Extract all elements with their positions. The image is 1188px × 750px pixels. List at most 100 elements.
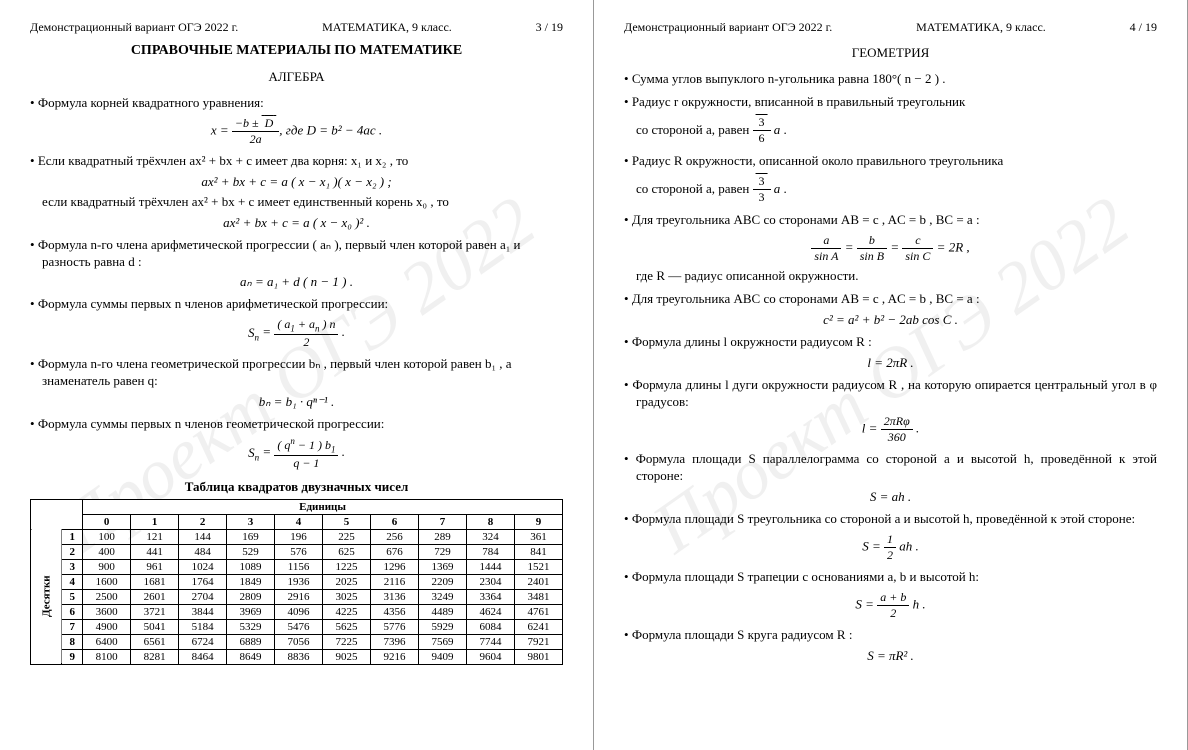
table-row: Десятки1100121144169196225256289324361 (31, 529, 563, 544)
table-cell: 961 (131, 559, 179, 574)
table-cell: 2025 (323, 574, 371, 589)
table-cell: 7744 (466, 634, 514, 649)
row-header: 3 (62, 559, 83, 574)
bullet-law-sines: Для треугольника ABC со сторонами AB = c… (636, 212, 1157, 229)
table-cell: 2401 (514, 574, 562, 589)
tens-header: Десятки (31, 529, 62, 664)
bullet-inradius: Радиус r окружности, вписанной в правиль… (636, 94, 1157, 111)
formula-area-parallelogram: S = ah . (624, 489, 1157, 505)
formula-quadratic: x = −b ± D 2a, где D = b² − 4ac . (30, 116, 563, 147)
formula-area-triangle: S = 12 ah . (624, 532, 1157, 563)
col-header: 6 (371, 514, 419, 529)
page-header: Демонстрационный вариант ОГЭ 2022 г. МАТ… (30, 20, 563, 35)
bullet-area-trapezoid: Формула площади S трапеции с основаниями… (636, 569, 1157, 586)
table-cell: 2809 (227, 589, 275, 604)
table-cell: 256 (371, 529, 419, 544)
row-header: 2 (62, 544, 83, 559)
table-cell: 1600 (83, 574, 131, 589)
bullet-geom-sum: Формула суммы первых n членов геометриче… (42, 416, 563, 433)
table-cell: 4225 (323, 604, 371, 619)
table-cell: 2500 (83, 589, 131, 604)
table-row: 390096110241089115612251296136914441521 (31, 559, 563, 574)
formula-arc-length: l = 2πRφ360 . (624, 414, 1157, 445)
table-row: 6360037213844396940964225435644894624476… (31, 604, 563, 619)
table-row: 5250026012704280929163025313632493364348… (31, 589, 563, 604)
table-cell: 6400 (83, 634, 131, 649)
inradius-line2: со стороной a, равен 3 6 a . (636, 115, 1157, 147)
header-center: МАТЕМАТИКА, 9 класс. (322, 20, 452, 35)
table-cell: 1369 (419, 559, 467, 574)
table-cell: 7921 (514, 634, 562, 649)
table-cell: 9216 (371, 649, 419, 664)
bullet-quadratic-roots: Формула корней квадратного уравнения: (42, 95, 563, 112)
table-cell: 2116 (371, 574, 419, 589)
table-cell: 900 (83, 559, 131, 574)
table-cell: 4761 (514, 604, 562, 619)
table-cell: 9409 (419, 649, 467, 664)
formula-arith-sum: Sn = ( a1 + an ) n2 . (30, 317, 563, 349)
table-cell: 2916 (275, 589, 323, 604)
col-header: 9 (514, 514, 562, 529)
table-cell: 100 (83, 529, 131, 544)
table-row: 7490050415184532954765625577659296084624… (31, 619, 563, 634)
header-center: МАТЕМАТИКА, 9 класс. (916, 20, 1046, 35)
page-header: Демонстрационный вариант ОГЭ 2022 г. МАТ… (624, 20, 1157, 35)
table-cell: 7225 (323, 634, 371, 649)
table-cell: 784 (466, 544, 514, 559)
formula-arith-nth: aₙ = a₁ + d ( n − 1 ) . (30, 274, 563, 290)
table-cell: 1936 (275, 574, 323, 589)
table-cell: 625 (323, 544, 371, 559)
table-cell: 169 (227, 529, 275, 544)
row-header: 4 (62, 574, 83, 589)
table-cell: 121 (131, 529, 179, 544)
page-4: Проект ОГЭ 2022 Демонстрационный вариант… (594, 0, 1188, 750)
table-cell: 196 (275, 529, 323, 544)
formula-geom-nth: bₙ = b₁ · qⁿ⁻¹ . (30, 394, 563, 410)
table-cell: 8836 (275, 649, 323, 664)
table-cell: 1681 (131, 574, 179, 589)
row-header: 9 (62, 649, 83, 664)
table-cell: 8649 (227, 649, 275, 664)
table-cell: 5776 (371, 619, 419, 634)
table-cell: 3600 (83, 604, 131, 619)
squares-table: Единицы 0123456789 Десятки11001211441691… (30, 499, 563, 665)
table-cell: 9025 (323, 649, 371, 664)
table-cell: 529 (227, 544, 275, 559)
table-cell: 676 (371, 544, 419, 559)
col-header: 0 (83, 514, 131, 529)
section-geometry: ГЕОМЕТРИЯ (624, 45, 1157, 61)
formula-geom-sum: Sn = ( qn − 1 ) b1q − 1 . (30, 436, 563, 470)
table-cell: 324 (466, 529, 514, 544)
table-cell: 441 (131, 544, 179, 559)
table-cell: 6561 (131, 634, 179, 649)
header-left: Демонстрационный вариант ОГЭ 2022 г. (624, 20, 832, 35)
row-header: 7 (62, 619, 83, 634)
page-3: Проект ОГЭ 2022 Демонстрационный вариант… (0, 0, 594, 750)
table-cell: 3844 (179, 604, 227, 619)
formula-area-circle: S = πR² . (624, 648, 1157, 664)
table-cell: 2304 (466, 574, 514, 589)
header-page-number: 3 / 19 (536, 20, 563, 35)
bullet-area-circle: Формула площади S круга радиусом R : (636, 627, 1157, 644)
col-headers-row: 0123456789 (31, 514, 563, 529)
table-cell: 1024 (179, 559, 227, 574)
row-header: 8 (62, 634, 83, 649)
table-cell: 8281 (131, 649, 179, 664)
table-cell: 2601 (131, 589, 179, 604)
table-cell: 5476 (275, 619, 323, 634)
table-cell: 2704 (179, 589, 227, 604)
table-cell: 400 (83, 544, 131, 559)
table-row: 9810082818464864988369025921694099604980… (31, 649, 563, 664)
table-cell: 3136 (371, 589, 419, 604)
table-cell: 3721 (131, 604, 179, 619)
table-row: 8640065616724688970567225739675697744792… (31, 634, 563, 649)
table-cell: 1764 (179, 574, 227, 589)
squares-table-title: Таблица квадратов двузначных чисел (30, 479, 563, 495)
table-cell: 9604 (466, 649, 514, 664)
table-cell: 8100 (83, 649, 131, 664)
table-cell: 4624 (466, 604, 514, 619)
table-cell: 576 (275, 544, 323, 559)
formula-tail: , где D = b² − 4ac . (279, 122, 382, 137)
table-cell: 841 (514, 544, 562, 559)
bullet-area-parallelogram: Формула площади S параллелограмма со сто… (636, 451, 1157, 485)
